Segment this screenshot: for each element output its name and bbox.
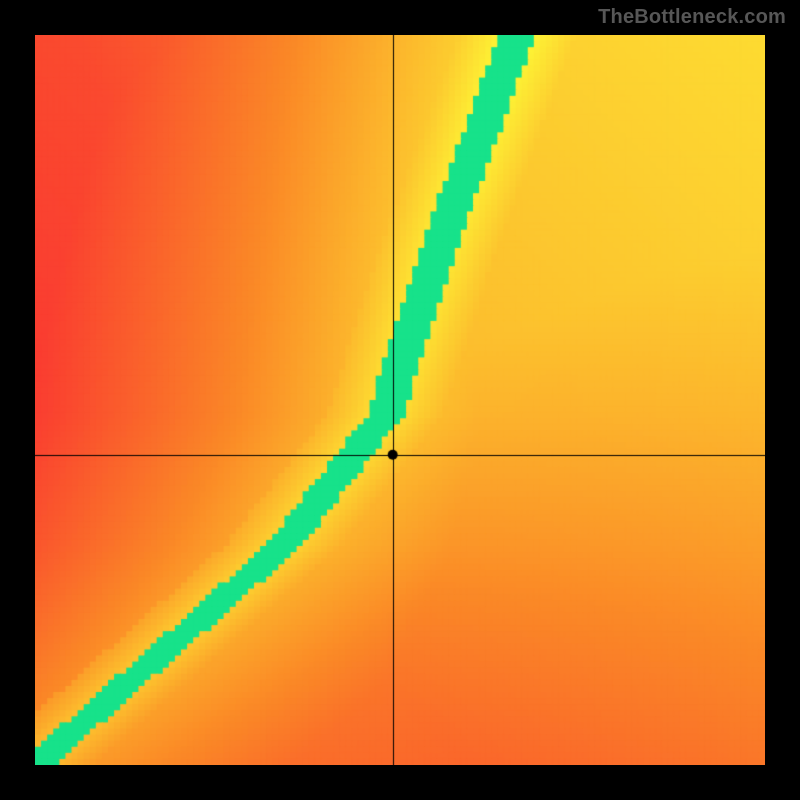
chart-container: TheBottleneck.com (0, 0, 800, 800)
heatmap-canvas (35, 35, 765, 765)
watermark-label: TheBottleneck.com (598, 6, 786, 29)
